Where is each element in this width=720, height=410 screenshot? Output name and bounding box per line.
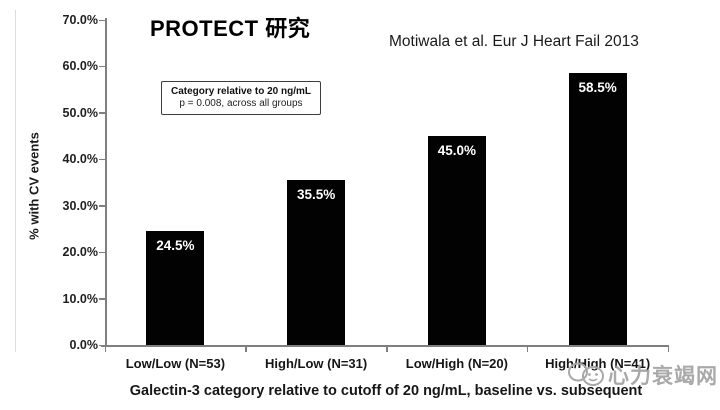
category-label: High/Low (N=31) bbox=[265, 356, 368, 371]
x-axis-title: Galectin-3 category relative to cutoff o… bbox=[129, 383, 643, 399]
citation-text: Motiwala et al. Eur J Heart Fail 2013 bbox=[389, 33, 639, 50]
category-label: Low/Low (N=53) bbox=[125, 356, 226, 371]
category-label: Low/High (N=20) bbox=[405, 356, 508, 371]
bar bbox=[146, 231, 205, 345]
y-tick-mark bbox=[99, 65, 105, 68]
y-tick-label: 50.0% bbox=[62, 105, 98, 120]
x-axis-line bbox=[101, 345, 668, 347]
y-tick-mark bbox=[99, 112, 105, 114]
y-tick-mark bbox=[99, 344, 105, 346]
y-tick-label: 40.0% bbox=[62, 152, 98, 167]
watermark: 心力衰竭网 bbox=[567, 360, 718, 390]
y-tick-mark bbox=[99, 205, 105, 207]
annotation-box: Category relative to 20 ng/mL p = 0.008,… bbox=[161, 81, 321, 115]
y-tick-mark bbox=[99, 251, 105, 254]
y-tick-label: 10.0% bbox=[62, 291, 98, 306]
x-axis-tick bbox=[526, 345, 529, 352]
bar-value-label: 35.5% bbox=[296, 187, 336, 203]
chart-title: PROTECT 研究 bbox=[150, 16, 311, 41]
x-axis-tick bbox=[386, 345, 388, 352]
y-axis-line bbox=[105, 18, 107, 346]
bar bbox=[427, 136, 486, 345]
y-tick-label: 70.0% bbox=[62, 13, 98, 27]
chart-frame-left-edge bbox=[15, 10, 16, 352]
y-tick-label: 30.0% bbox=[62, 198, 98, 213]
y-tick-mark bbox=[99, 19, 105, 21]
y-tick-mark bbox=[99, 298, 105, 300]
bar bbox=[568, 73, 627, 345]
x-axis-tick bbox=[245, 345, 247, 352]
watermark-text: 心力衰竭网 bbox=[608, 365, 718, 388]
bar-value-label: 58.5% bbox=[578, 80, 617, 96]
y-tick-label: 60.0% bbox=[62, 59, 98, 74]
heart-failure-site-logo-icon bbox=[568, 362, 604, 386]
bar-value-label: 24.5% bbox=[156, 238, 195, 254]
annotation-pvalue-line: p = 0.008, across all groups bbox=[179, 98, 303, 109]
y-tick-label: 0.0% bbox=[69, 338, 99, 352]
y-tick-mark bbox=[99, 158, 105, 161]
annotation-category-line: Category relative to 20 ng/mL bbox=[170, 86, 312, 97]
y-axis-title: % with CV events bbox=[26, 132, 42, 240]
bar bbox=[287, 180, 346, 345]
x-axis-tick bbox=[667, 345, 669, 352]
x-axis-tick bbox=[104, 345, 106, 352]
bar-value-label: 45.0% bbox=[437, 143, 477, 159]
y-tick-label: 20.0% bbox=[62, 245, 98, 260]
